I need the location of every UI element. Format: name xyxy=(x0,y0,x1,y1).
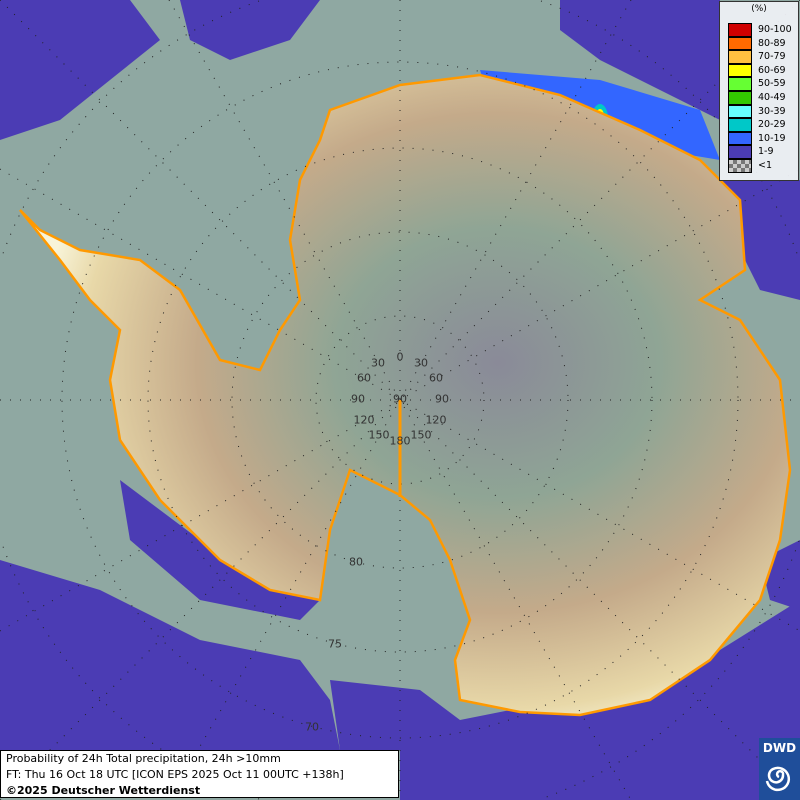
antarctica-landmass xyxy=(19,73,792,717)
legend-item: 50-59 xyxy=(728,77,798,91)
legend-item: 40-49 xyxy=(728,91,798,105)
lat-label: 70 xyxy=(305,720,319,734)
dwd-logo: DWD xyxy=(759,738,800,800)
legend-item: 1-9 xyxy=(728,145,798,159)
legend-label: <1 xyxy=(758,160,773,171)
lat-label: 75 xyxy=(328,637,342,651)
legend-label: 60-69 xyxy=(758,64,786,76)
legend-item: 60-69 xyxy=(728,63,798,78)
caption-box: Probability of 24h Total precipitation, … xyxy=(0,750,399,798)
product-title: Probability of 24h Total precipitation, … xyxy=(6,752,281,765)
legend-item: 70-79 xyxy=(728,50,798,64)
lat-label: 80 xyxy=(349,555,363,569)
legend-label: 80-89 xyxy=(758,37,786,49)
spiral-icon xyxy=(765,766,791,792)
lon-label: 180 xyxy=(389,434,411,448)
forecast-time: FT: Thu 16 Oct 18 UTC [ICON EPS 2025 Oct… xyxy=(6,768,344,781)
legend-swatch xyxy=(728,63,752,78)
lon-label: 120 xyxy=(353,413,375,427)
legend-swatch xyxy=(728,131,752,146)
legend-swatch xyxy=(728,91,752,105)
legend-swatch xyxy=(728,77,752,91)
lon-label: 90 xyxy=(435,392,449,406)
legend-label: 70-79 xyxy=(758,51,786,63)
legend-label: 50-59 xyxy=(758,78,786,90)
lon-label: 60 xyxy=(429,371,443,385)
legend-swatch xyxy=(728,145,752,159)
lon-label: 90 xyxy=(351,392,365,406)
logo-text: DWD xyxy=(762,741,797,755)
legend-label: 40-49 xyxy=(758,92,786,103)
lon-label: 150 xyxy=(368,428,390,442)
legend-swatch xyxy=(728,159,752,173)
legend-label: 20-29 xyxy=(758,119,786,131)
legend-swatch xyxy=(728,118,752,132)
lon-label: 150 xyxy=(410,428,432,442)
legend-swatch xyxy=(728,104,752,119)
lon-label: 120 xyxy=(425,413,447,427)
legend-label: 90-100 xyxy=(758,24,792,35)
legend-swatch xyxy=(728,36,752,51)
legend-item: 80-89 xyxy=(728,36,798,51)
legend-label: 10-19 xyxy=(758,132,786,144)
legend-swatch xyxy=(728,23,752,37)
legend-label: 1-9 xyxy=(758,146,774,158)
legend-item: 90-100 xyxy=(728,23,798,37)
legend-item: 30-39 xyxy=(728,104,798,119)
legend-item: 10-19 xyxy=(728,131,798,146)
legend: (%) 90-100 80-89 70-79 60-69 50-59 40-49 30-39… xyxy=(719,1,799,181)
legend-label: 30-39 xyxy=(758,105,786,117)
legend-swatch xyxy=(728,50,752,64)
lon-label: 30 xyxy=(371,356,385,370)
legend-unit: (%) xyxy=(751,4,767,14)
lon-label: 0 xyxy=(396,350,404,364)
legend-item: <1 xyxy=(728,159,798,173)
lon-label: 90 xyxy=(393,392,407,406)
lon-label: 30 xyxy=(414,356,428,370)
copyright: ©2025 Deutscher Wetterdienst xyxy=(6,784,201,797)
lon-label: 60 xyxy=(357,371,371,385)
legend-item: 20-29 xyxy=(728,118,798,132)
